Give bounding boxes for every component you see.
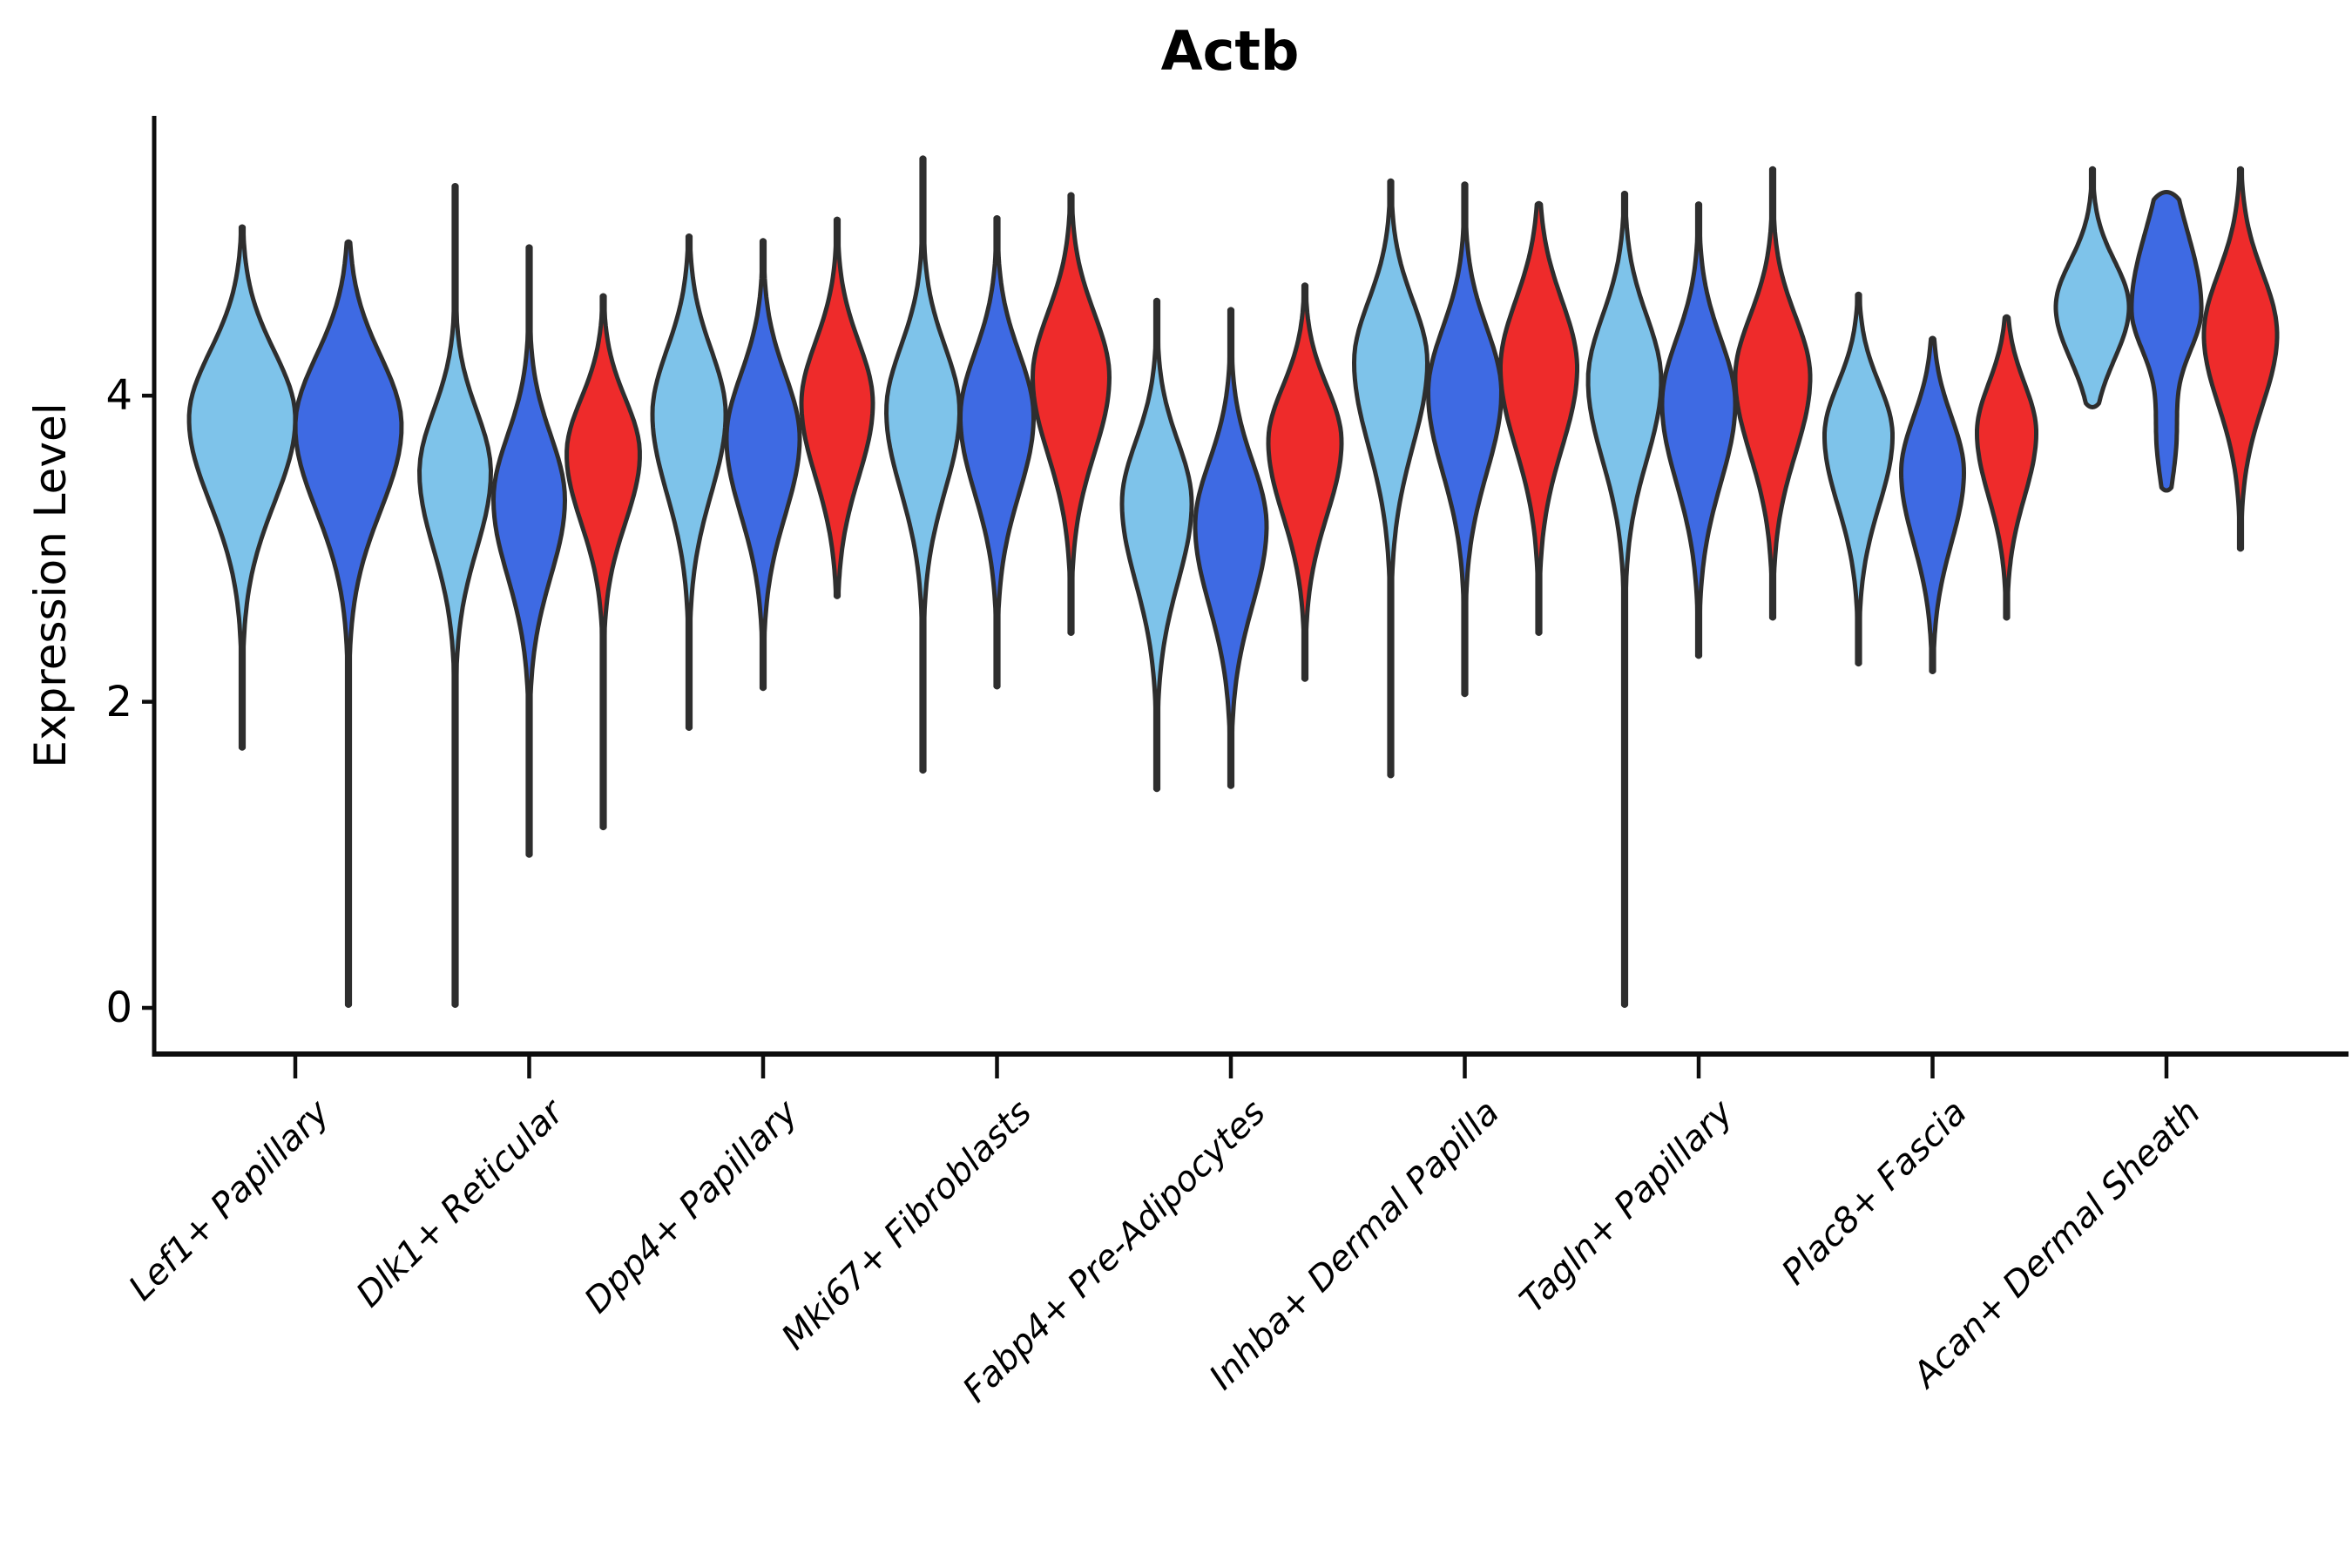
y-tick-label: 0 [105, 983, 132, 1032]
chart-title: Actb [1160, 19, 1300, 83]
violin-inhba-series1 [1352, 178, 1429, 779]
violin-lef1-series2 [293, 239, 404, 1008]
violin-tagln-series1 [1585, 190, 1664, 1008]
violin-mki67-series2 [958, 214, 1036, 690]
violin-fabp4-series3 [1266, 282, 1344, 682]
violin-lef1-series1 [186, 224, 298, 751]
violin-fabp4-series1 [1119, 297, 1194, 793]
violin-inhba-series3 [1498, 200, 1579, 636]
violin-acan-series3 [2201, 166, 2280, 552]
violin-dlk1-series1 [417, 183, 493, 1008]
violin-mki67-series1 [884, 155, 962, 774]
violin-dpp4-series3 [799, 216, 875, 599]
violin-plac8-series1 [1822, 291, 1895, 667]
violin-tagln-series2 [1659, 201, 1738, 659]
violin-dlk1-series2 [491, 244, 567, 858]
violin-plac8-series3 [1975, 314, 2038, 621]
violin-inhba-series2 [1426, 181, 1504, 698]
y-tick-label: 4 [105, 371, 132, 421]
y-tick-label: 2 [105, 677, 132, 727]
violin-dpp4-series2 [724, 238, 802, 692]
violin-plac8-series2 [1899, 335, 1966, 674]
violin-acan-series1 [2053, 166, 2132, 409]
violin-mki67-series3 [1031, 192, 1112, 636]
violin-acan-series2 [2129, 190, 2204, 493]
violin-dlk1-series3 [564, 293, 642, 831]
violin-fabp4-series2 [1193, 307, 1269, 789]
violin-tagln-series3 [1733, 166, 1813, 621]
violin-dpp4-series1 [650, 233, 728, 731]
